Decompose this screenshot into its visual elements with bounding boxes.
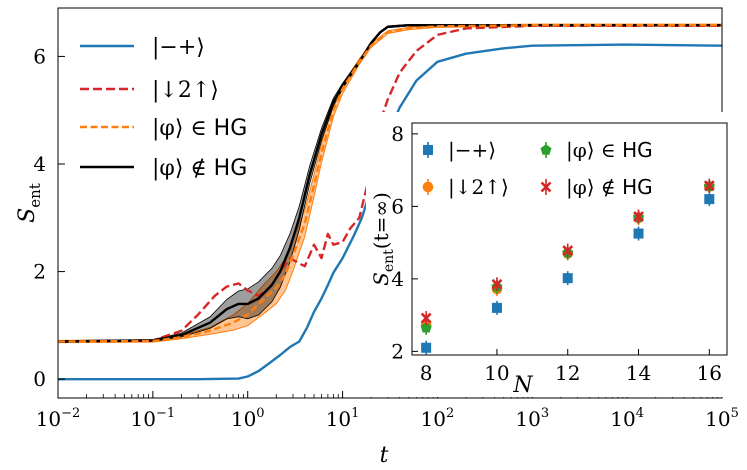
legend-label: |↓2↑⟩ <box>448 175 509 200</box>
inset-chart: 8 10 12 14 16 2 4 6 8 N Sent(t=∞) |−+⟩ |↓2↑⟩ |φ⟩ ∈ HG… <box>366 112 738 398</box>
point-phi-not-in-hg <box>491 278 503 290</box>
y-tick-label: 4 <box>33 152 46 176</box>
point-phi-not-in-hg <box>633 211 644 222</box>
point-phi-not-in-hg <box>420 312 432 324</box>
x-tick-label: 104 <box>610 406 644 431</box>
band-phi-not-in-hg <box>58 24 722 343</box>
inset-y-tick-label: 2 <box>391 339 404 363</box>
legend-label: |φ⟩ ∈ HG <box>152 116 247 141</box>
inset-x-tick-label: 12 <box>555 361 580 385</box>
inset-legend: |−+⟩ |↓2↑⟩ |φ⟩ ∈ HG |φ⟩ ∉ HG <box>422 138 653 200</box>
x-tick-label: 100 <box>231 406 265 431</box>
line-minus-plus <box>58 43 722 381</box>
legend-label: |φ⟩ ∈ HG <box>566 138 653 163</box>
line-phi-in-hg <box>58 24 722 343</box>
legend-marker <box>422 181 434 193</box>
x-tick-label: 103 <box>515 406 549 431</box>
point-minus-plus <box>421 342 432 353</box>
legend-label: |−+⟩ <box>448 138 496 163</box>
inset-y-tick-label: 4 <box>391 267 404 291</box>
inset-x-tick-label: 8 <box>420 361 433 385</box>
inset-y-axis-label: Sent(t=∞) <box>369 192 397 286</box>
x-tick-label: 10−1 <box>131 406 176 431</box>
line-phi-not-in-hg <box>58 24 722 343</box>
legend-marker <box>540 181 552 193</box>
point-minus-plus <box>704 194 715 205</box>
point-phi-not-in-hg <box>703 180 715 192</box>
point-minus-plus <box>562 273 573 284</box>
inset-y-tick-label: 8 <box>391 122 404 146</box>
y-tick-label: 2 <box>33 260 46 284</box>
x-tick-label: 102 <box>421 406 455 431</box>
inset-x-tick-label: 10 <box>484 361 509 385</box>
x-tick-label: 101 <box>326 406 360 431</box>
legend-marker <box>423 145 433 155</box>
point-minus-plus <box>491 302 502 313</box>
legend-label: |−+⟩ <box>152 35 205 60</box>
band-phi-in-hg <box>58 23 722 344</box>
inset-x-axis-label: N <box>512 373 533 398</box>
x-axis-label: t <box>380 443 389 468</box>
inset-x-tick-label: 16 <box>697 361 722 385</box>
legend-label: |↓2↑⟩ <box>152 78 219 103</box>
legend-marker <box>540 144 552 155</box>
inset-axes-frame <box>411 122 728 356</box>
line-down2up <box>58 24 722 343</box>
y-tick-label: 0 <box>33 367 46 391</box>
inset-y-tick-label: 6 <box>391 194 404 218</box>
x-tick-label: 105 <box>705 406 739 431</box>
main-legend: |−+⟩ |↓2↑⟩ |φ⟩ ∈ HG |φ⟩ ∉ HG <box>80 35 247 181</box>
x-tick-label: 10−2 <box>36 406 81 431</box>
main-plot-area <box>58 23 722 381</box>
point-minus-plus <box>633 228 644 239</box>
point-phi-not-in-hg <box>562 245 574 257</box>
main-chart: 10−2 10−1 100 101 102 103 104 1050246tSent|−+⟩|… <box>15 7 739 468</box>
inset-x-tick-label: 14 <box>626 361 651 385</box>
y-axis-label: Sent <box>15 183 44 223</box>
legend-label: |φ⟩ ∉ HG <box>152 156 247 181</box>
legend-label: |φ⟩ ∉ HG <box>566 175 653 200</box>
y-tick-label: 6 <box>33 44 46 68</box>
point-phi-in-hg <box>420 322 432 333</box>
